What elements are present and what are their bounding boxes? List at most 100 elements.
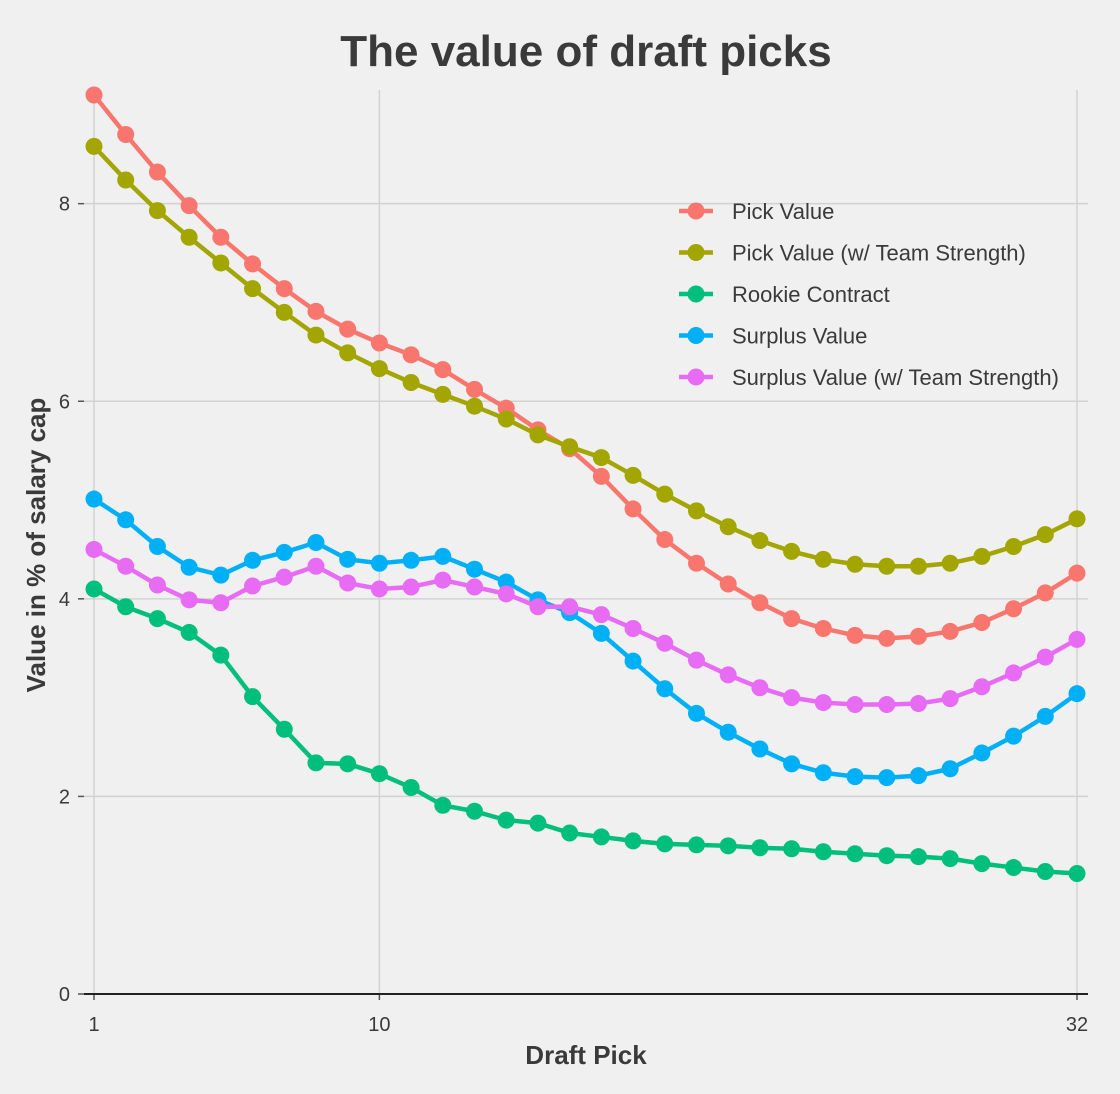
data-point: [561, 438, 579, 456]
data-point: [497, 410, 515, 428]
data-point: [275, 303, 293, 321]
legend-item: Rookie Contract: [679, 282, 890, 307]
data-point: [909, 695, 927, 713]
data-point: [846, 626, 864, 644]
data-point: [339, 320, 357, 338]
data-point: [624, 619, 642, 637]
data-point: [434, 547, 452, 565]
data-point: [402, 578, 420, 596]
data-point: [656, 835, 674, 853]
data-point: [307, 557, 325, 575]
data-point: [466, 578, 484, 596]
data-point: [624, 500, 642, 518]
series-group: [85, 540, 1086, 714]
data-point: [656, 485, 674, 503]
data-point: [878, 557, 896, 575]
data-point: [909, 627, 927, 645]
data-point: [402, 373, 420, 391]
data-point: [687, 704, 705, 722]
data-point: [529, 426, 547, 444]
data-point: [117, 557, 135, 575]
data-point: [1036, 862, 1054, 880]
data-point: [370, 580, 388, 598]
data-point: [719, 666, 737, 684]
data-point: [751, 594, 769, 612]
data-point: [1005, 727, 1023, 745]
data-point: [497, 585, 515, 603]
data-point: [846, 555, 864, 573]
data-point: [402, 346, 420, 364]
legend-label: Rookie Contract: [732, 282, 890, 307]
data-point: [466, 397, 484, 415]
data-point: [1005, 664, 1023, 682]
data-point: [307, 754, 325, 772]
data-point: [402, 551, 420, 569]
data-point: [85, 137, 103, 155]
data-point: [148, 202, 166, 220]
data-point: [85, 580, 103, 598]
data-point: [466, 560, 484, 578]
y-tick-label: 2: [59, 786, 70, 808]
series-layer: [85, 86, 1086, 882]
data-point: [783, 689, 801, 707]
data-point: [846, 845, 864, 863]
data-point: [85, 540, 103, 558]
data-point: [941, 850, 959, 868]
data-point: [973, 678, 991, 696]
y-tick-label: 8: [59, 194, 70, 216]
data-point: [148, 163, 166, 181]
legend-label: Pick Value (w/ Team Strength): [732, 241, 1026, 266]
x-tick-label: 32: [1066, 1014, 1088, 1036]
data-point: [1068, 510, 1086, 528]
data-point: [846, 768, 864, 786]
data-point: [751, 839, 769, 857]
series-line: [91, 586, 1080, 876]
data-point: [307, 534, 325, 552]
data-point: [275, 280, 293, 298]
data-point: [783, 840, 801, 858]
data-point: [117, 171, 135, 189]
series-group: [85, 490, 1086, 787]
series-group: [85, 137, 1086, 575]
data-point: [1005, 537, 1023, 555]
data-point: [307, 326, 325, 344]
data-point: [148, 576, 166, 594]
data-point: [1005, 600, 1023, 618]
data-point: [973, 744, 991, 762]
legend-label: Pick Value: [732, 199, 834, 224]
data-point: [85, 86, 103, 104]
legend-item: Surplus Value: [679, 324, 867, 349]
data-point: [719, 518, 737, 536]
legend-label: Surplus Value: [732, 324, 867, 349]
data-point: [117, 511, 135, 529]
data-point: [1068, 864, 1086, 882]
data-point: [529, 814, 547, 832]
data-point: [719, 837, 737, 855]
data-point: [180, 228, 198, 246]
x-tick-label: 10: [368, 1014, 390, 1036]
legend-item: Surplus Value (w/ Team Strength): [679, 365, 1059, 390]
data-point: [180, 591, 198, 609]
data-point: [275, 720, 293, 738]
data-point: [180, 623, 198, 641]
data-point: [909, 557, 927, 575]
data-point: [592, 828, 610, 846]
data-point: [624, 652, 642, 670]
data-point: [973, 614, 991, 632]
data-point: [339, 344, 357, 362]
data-point: [180, 197, 198, 215]
data-point: [941, 554, 959, 572]
legend-key-marker: [687, 327, 705, 344]
data-point: [656, 531, 674, 549]
data-point: [370, 765, 388, 783]
data-point: [148, 610, 166, 628]
y-tick-label: 0: [59, 984, 70, 1006]
data-point: [624, 832, 642, 850]
legend-key-marker: [687, 244, 705, 261]
data-point: [814, 619, 832, 637]
data-point: [941, 760, 959, 778]
series-line: [91, 144, 1080, 569]
data-point: [814, 843, 832, 861]
legend-key-marker: [687, 368, 705, 386]
